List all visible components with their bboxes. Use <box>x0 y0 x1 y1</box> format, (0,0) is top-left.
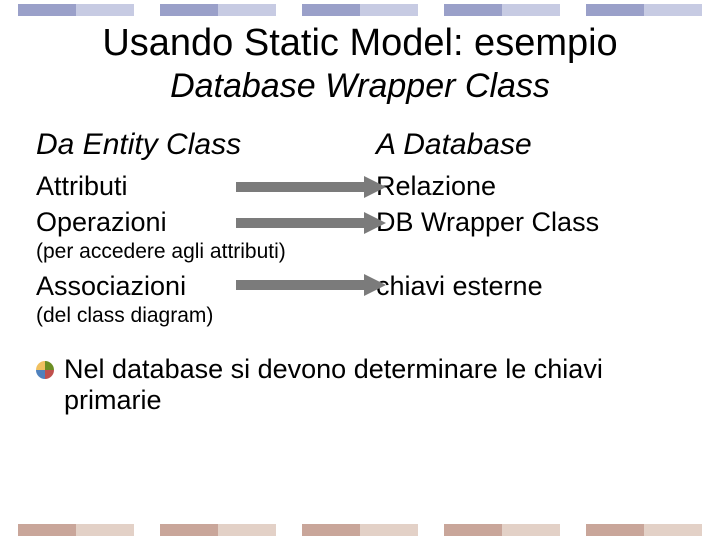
left-heading: Da Entity Class <box>36 128 376 162</box>
slide-content: Usando Static Model: esempio Database Wr… <box>0 22 720 416</box>
decor-seg <box>502 4 560 16</box>
decor-bottom <box>0 524 720 536</box>
decor-seg <box>360 524 418 536</box>
columns: Da Entity Class A Database <box>36 128 684 168</box>
decor-seg <box>586 524 644 536</box>
pie-bullet-icon <box>36 361 54 379</box>
slide-subtitle: Database Wrapper Class <box>36 67 684 106</box>
decor-seg <box>218 4 276 16</box>
arrow-icon <box>236 274 386 296</box>
decor-seg <box>218 524 276 536</box>
bullet-text: Nel database si devono determinare le ch… <box>64 354 684 416</box>
decor-seg <box>644 4 702 16</box>
decor-seg <box>444 524 502 536</box>
decor-seg <box>302 4 360 16</box>
map-left: Associazioni <box>36 271 186 302</box>
decor-seg <box>586 4 644 16</box>
decor-top <box>0 4 720 16</box>
decor-seg <box>160 4 218 16</box>
decor-seg <box>18 524 76 536</box>
arrow-icon <box>236 212 386 234</box>
bullet-item: Nel database si devono determinare le ch… <box>36 354 684 416</box>
map-note: (del class diagram) <box>36 304 684 328</box>
map-right: chiavi esterne <box>376 271 543 302</box>
decor-seg <box>302 524 360 536</box>
decor-seg <box>644 524 702 536</box>
mapping-block: Attributi Relazione Operazioni DB Wrappe… <box>36 168 684 328</box>
map-right: Relazione <box>376 171 496 202</box>
decor-seg <box>160 524 218 536</box>
map-right: DB Wrapper Class <box>376 207 599 238</box>
decor-seg <box>18 4 76 16</box>
map-left: Attributi <box>36 171 128 202</box>
map-left: Operazioni <box>36 207 167 238</box>
decor-seg <box>76 4 134 16</box>
arrow-icon <box>236 176 386 198</box>
slide-title: Usando Static Model: esempio <box>36 22 684 65</box>
decor-seg <box>76 524 134 536</box>
column-left: Da Entity Class <box>36 128 376 168</box>
decor-seg <box>502 524 560 536</box>
decor-seg <box>360 4 418 16</box>
map-note: (per accedere agli attributi) <box>36 240 684 264</box>
decor-seg <box>444 4 502 16</box>
right-heading: A Database <box>376 128 684 162</box>
column-right: A Database <box>376 128 684 168</box>
